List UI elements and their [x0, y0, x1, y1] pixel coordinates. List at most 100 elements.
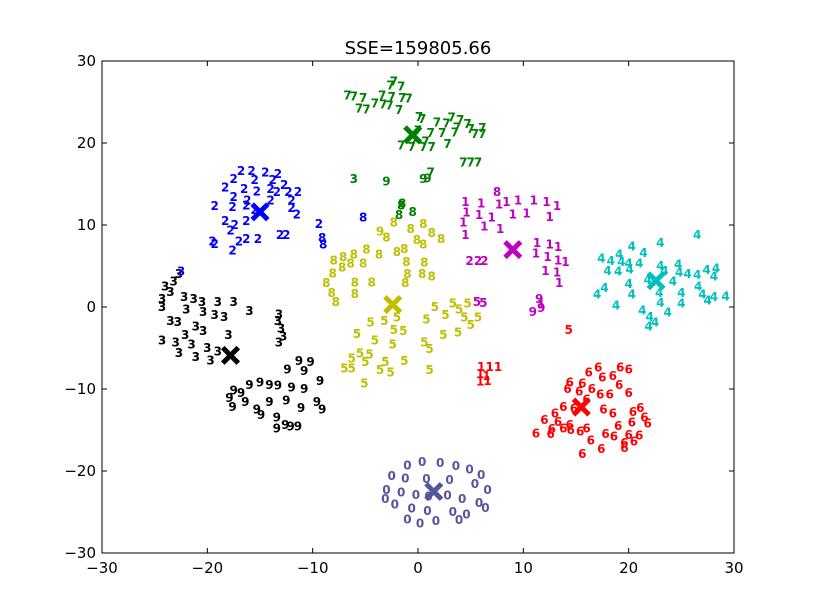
point-label: 9	[286, 420, 294, 434]
point-label: 4	[693, 228, 701, 242]
point-label: 7	[418, 112, 426, 126]
point-label: 1	[496, 222, 504, 236]
point-label: 3	[214, 344, 222, 358]
point-label: 3	[161, 280, 169, 294]
point-label: 2	[276, 228, 284, 242]
point-label: 2	[287, 201, 295, 215]
point-label: 6	[643, 416, 651, 430]
point-label: 3	[199, 324, 207, 338]
point-label: 7	[421, 134, 429, 148]
point-label: 0	[422, 472, 430, 486]
point-label: 7	[408, 140, 416, 154]
point-label: 5	[347, 352, 355, 366]
point-label: 8	[382, 230, 390, 244]
y-tick-label: 30	[77, 52, 96, 70]
point-label: 2	[294, 185, 302, 199]
point-label: 1	[461, 228, 469, 242]
point-label: 9	[245, 378, 253, 392]
point-label: 7	[359, 91, 367, 105]
point-label: 1	[530, 193, 538, 207]
point-label: 8	[362, 243, 370, 257]
point-label: 5	[380, 314, 388, 328]
points-layer: 0000000000000000000000000000008111111111…	[158, 75, 730, 531]
point-label: 4	[663, 306, 671, 320]
centroid-marker	[403, 125, 423, 145]
point-label: 0	[412, 488, 420, 502]
point-label: 8	[397, 198, 405, 212]
point-label: 1	[553, 199, 561, 213]
point-label: 1	[477, 197, 485, 211]
point-label: 9	[300, 364, 308, 378]
point-label: 9	[253, 403, 261, 417]
point-label: 1	[480, 220, 488, 234]
point-label: 9	[283, 362, 291, 376]
y-tick-label: −20	[64, 462, 96, 480]
point-label: 6	[630, 434, 638, 448]
point-label: 8	[332, 295, 340, 309]
point-label: 3	[245, 304, 253, 318]
point-label: 4	[669, 275, 677, 289]
point-label: 7	[456, 113, 464, 127]
point-label: 5	[449, 297, 457, 311]
point-label: 9	[294, 420, 302, 434]
point-label: 5	[361, 355, 369, 369]
point-label: 1	[522, 207, 530, 221]
point-label: 2	[221, 214, 229, 228]
point-label: 6	[614, 419, 622, 433]
point-label: 1	[545, 238, 553, 252]
point-label: 3	[172, 335, 180, 349]
point-label: 8	[418, 267, 426, 281]
point-label: 9	[257, 408, 265, 422]
point-label: 6	[628, 416, 636, 430]
point-label: 2	[231, 218, 239, 232]
point-label: 6	[566, 375, 574, 389]
point-label: 7	[419, 140, 427, 154]
point-label: 1	[537, 298, 545, 312]
point-label: 8	[400, 242, 408, 256]
point-label: 4	[656, 259, 664, 273]
point-label: 1	[482, 369, 490, 383]
point-label: 7	[463, 117, 471, 131]
point-label: 7	[378, 88, 386, 102]
point-label: 2	[211, 199, 219, 213]
x-axis: −30 −20 −10 0 10 20 30	[86, 61, 744, 577]
point-label: 7	[386, 79, 394, 93]
point-label: 2	[261, 166, 269, 180]
point-label: 9	[537, 301, 545, 315]
point-label: 8	[339, 250, 347, 264]
point-label: 8	[329, 266, 337, 280]
point-label: 3	[169, 275, 177, 289]
point-label: 5	[365, 348, 373, 362]
point-label: 7	[371, 97, 379, 111]
point-label: 3	[198, 295, 206, 309]
point-label: 7	[433, 116, 441, 130]
point-label: 4	[639, 246, 647, 260]
point-label: 3	[181, 328, 189, 342]
point-label: 2	[242, 198, 250, 212]
point-label: 1	[543, 250, 551, 264]
point-label: 5	[347, 362, 355, 376]
point-label: 0	[436, 456, 444, 470]
point-label: 2	[242, 214, 250, 228]
point-label: 0	[471, 477, 479, 491]
point-label: 3	[175, 346, 183, 360]
point-label: 6	[624, 362, 632, 376]
point-label: 6	[567, 423, 575, 437]
point-label: 0	[408, 502, 416, 516]
point-label: 8	[330, 253, 338, 267]
point-label: 5	[431, 300, 439, 314]
point-label: 2	[251, 173, 259, 187]
point-label: 1	[462, 206, 470, 220]
point-label: 0	[387, 469, 395, 483]
point-label: 4	[615, 248, 623, 262]
point-label: 2	[282, 228, 290, 242]
point-label: 4	[694, 280, 702, 294]
point-label: 3	[279, 330, 287, 344]
point-label: 9	[228, 400, 236, 414]
point-label: 4	[675, 266, 683, 280]
point-label: 9	[423, 171, 431, 185]
point-label: 5	[340, 362, 348, 376]
point-label: 3	[158, 300, 166, 314]
point-label: 6	[609, 369, 617, 383]
point-label: 4	[656, 236, 664, 250]
